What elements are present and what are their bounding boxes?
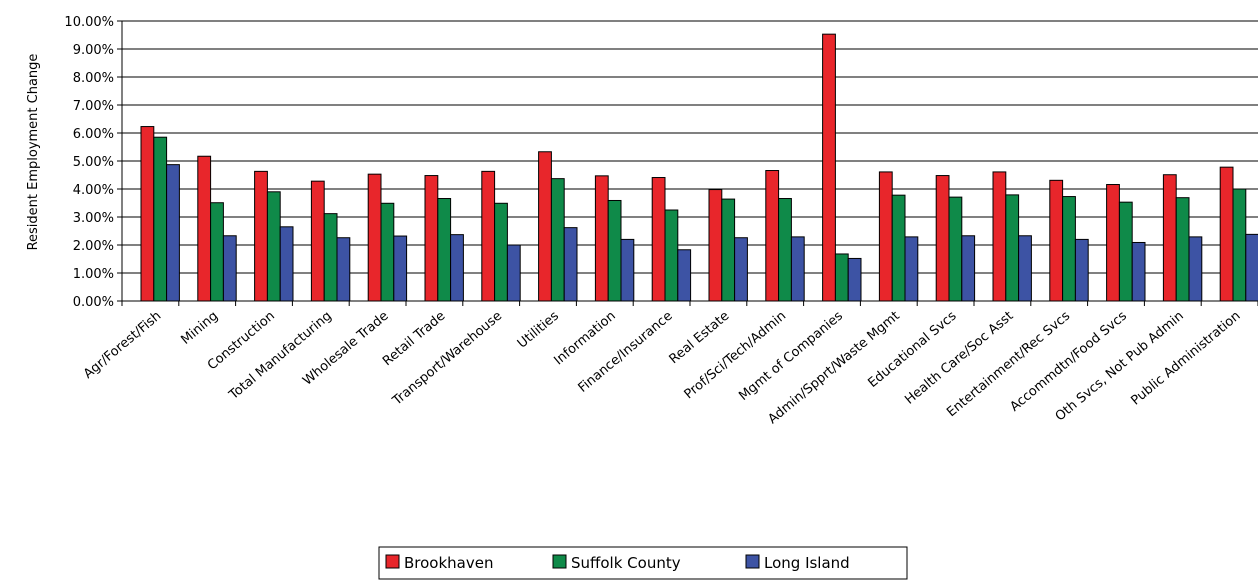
bar-long-island [1131, 241, 1146, 302]
bar-suffolk-county [494, 202, 508, 302]
bar-suffolk-county [948, 196, 963, 302]
bar-brookhaven [1219, 166, 1234, 302]
legend-swatch [552, 554, 567, 569]
bar-long-island [961, 235, 976, 302]
bar-brookhaven [1106, 184, 1120, 302]
bar-brookhaven [424, 175, 439, 302]
bar-brookhaven [1049, 179, 1064, 302]
x-category-label: Finance/Insurance [576, 309, 676, 396]
y-tick-label: 8.00% [73, 71, 114, 86]
bar-brookhaven [310, 180, 325, 302]
bar-long-island [790, 236, 805, 302]
y-tick-label: 6.00% [73, 127, 114, 142]
bar-brookhaven [254, 170, 268, 302]
bar-long-island [847, 257, 862, 302]
bar-brookhaven [140, 126, 155, 302]
bar-suffolk-county [664, 209, 679, 302]
bar-suffolk-county [266, 191, 281, 302]
bar-long-island [1188, 236, 1203, 302]
bar-long-island [734, 237, 748, 302]
x-category-label: Prof/Sci/Tech/Admin [682, 309, 790, 403]
y-tick-label: 4.00% [73, 183, 114, 198]
y-tick-label: 0.00% [73, 295, 114, 310]
bar-suffolk-county [323, 213, 338, 302]
bar-long-island [1074, 238, 1089, 302]
x-category-label: Public Administration [1128, 309, 1243, 409]
y-tick-label: 9.00% [73, 43, 114, 58]
x-category-label: Total Manufacturing [226, 309, 335, 404]
bar-suffolk-county [778, 198, 792, 302]
y-axis-label: Resident Employment Change [26, 54, 41, 251]
bar-long-island [677, 249, 692, 302]
bar-long-island [563, 227, 578, 302]
legend: Brookhaven Suffolk County Long Island [378, 546, 908, 580]
bar-long-island [904, 236, 919, 302]
bar-long-island [1018, 235, 1032, 302]
bar-long-island [393, 235, 408, 302]
bar-long-island [336, 237, 351, 302]
bar-long-island [279, 226, 294, 302]
bar-suffolk-county [210, 202, 224, 302]
bar-brookhaven [367, 173, 382, 302]
bar-brookhaven [538, 151, 552, 302]
x-category-label: Mgmt of Companies [736, 308, 846, 404]
y-tick-label: 3.00% [73, 211, 114, 226]
y-tick-label: 7.00% [73, 99, 114, 114]
bar-long-island [222, 235, 237, 302]
y-axis-tick-labels: 0.00% 1.00% 2.00% 3.00% 4.00% 5.00% 6.00% 7.00%… [64, 15, 114, 310]
bar-brookhaven [992, 171, 1007, 302]
bar-suffolk-county [721, 198, 736, 302]
legend-swatch [385, 554, 400, 569]
bar-brookhaven [878, 171, 893, 302]
bar-brookhaven [651, 177, 666, 302]
x-category-label: Health Care/Soc Asst [902, 309, 1016, 408]
x-category-label: Transport/Warehouse [389, 309, 505, 410]
legend-label: Suffolk County [571, 554, 681, 572]
bar-long-island [506, 244, 521, 302]
bar-suffolk-county [1118, 201, 1133, 302]
bar-long-island [620, 238, 635, 302]
bars [140, 33, 1258, 302]
bar-brookhaven [1162, 174, 1177, 302]
legend-label: Brookhaven [404, 554, 493, 572]
bar-suffolk-county [891, 194, 906, 302]
axes [121, 21, 1258, 306]
bar-suffolk-county [1232, 188, 1247, 302]
x-category-label: Utilities [515, 308, 562, 351]
legend-label: Long Island [764, 554, 850, 572]
bar-brookhaven [765, 170, 780, 302]
bar-suffolk-county [153, 136, 168, 302]
bar-suffolk-county [550, 178, 565, 302]
bar-suffolk-county [834, 253, 849, 302]
x-category-label: Mining [178, 309, 221, 348]
y-tick-label: 2.00% [73, 239, 114, 254]
legend-frame [378, 546, 908, 580]
y-tick-label: 10.00% [64, 15, 114, 30]
bar-suffolk-county [380, 202, 395, 302]
legend-swatch [745, 554, 760, 569]
y-tick-label: 5.00% [73, 155, 114, 170]
bar-suffolk-county [607, 199, 622, 302]
bar-suffolk-county [437, 198, 452, 302]
bar-suffolk-county [1005, 194, 1020, 302]
y-tick-label: 1.00% [73, 267, 114, 282]
bar-brookhaven [481, 170, 496, 302]
bar-long-island [1245, 233, 1258, 302]
bar-brookhaven [935, 175, 950, 302]
bar-suffolk-county [1175, 197, 1190, 302]
bar-brookhaven [822, 33, 836, 302]
bar-long-island [450, 234, 464, 302]
bar-suffolk-county [1062, 196, 1076, 302]
bar-long-island [166, 164, 180, 302]
bar-brookhaven [594, 175, 609, 302]
bar-brookhaven [197, 155, 212, 302]
bar-brookhaven [708, 189, 723, 302]
x-category-label: Agr/Forest/Fish [81, 309, 164, 382]
